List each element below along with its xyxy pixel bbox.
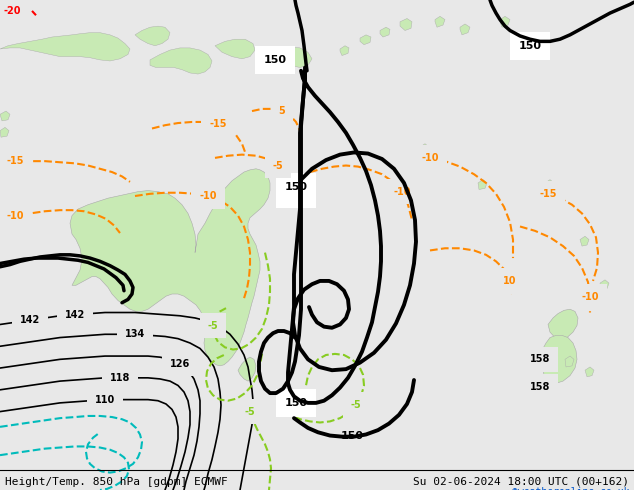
Polygon shape — [565, 356, 574, 367]
Polygon shape — [600, 280, 609, 290]
Polygon shape — [585, 367, 594, 377]
Text: -5: -5 — [245, 407, 256, 416]
Text: 10: 10 — [503, 276, 517, 286]
Text: 134: 134 — [125, 329, 145, 339]
Polygon shape — [545, 180, 554, 190]
Text: -10: -10 — [393, 187, 411, 196]
Text: 150: 150 — [519, 41, 541, 51]
Text: -20: -20 — [3, 6, 21, 16]
Polygon shape — [0, 111, 10, 121]
Text: 158: 158 — [530, 354, 550, 365]
Polygon shape — [460, 24, 470, 35]
Polygon shape — [0, 33, 130, 61]
Text: 150: 150 — [285, 189, 307, 199]
Text: -15: -15 — [209, 119, 227, 129]
Text: 118: 118 — [110, 373, 130, 383]
Polygon shape — [238, 357, 256, 381]
Polygon shape — [435, 16, 445, 27]
Polygon shape — [0, 127, 9, 137]
Text: 142: 142 — [20, 315, 40, 325]
Polygon shape — [420, 144, 429, 153]
Polygon shape — [215, 39, 255, 59]
Text: -10: -10 — [199, 191, 217, 201]
Polygon shape — [150, 48, 212, 74]
Text: 5: 5 — [278, 106, 285, 116]
Polygon shape — [270, 47, 312, 68]
Polygon shape — [135, 26, 170, 46]
Polygon shape — [478, 180, 487, 190]
Text: -5: -5 — [273, 161, 283, 171]
Text: 150: 150 — [264, 55, 287, 65]
Polygon shape — [542, 335, 577, 383]
Text: Su 02-06-2024 18:00 UTC (00+162): Su 02-06-2024 18:00 UTC (00+162) — [413, 477, 629, 487]
Text: 150: 150 — [340, 431, 363, 441]
Text: -15: -15 — [6, 156, 23, 166]
Text: -15: -15 — [540, 189, 557, 199]
Polygon shape — [340, 46, 349, 55]
Text: 110: 110 — [95, 394, 115, 405]
Text: 126: 126 — [170, 359, 190, 368]
Text: -10: -10 — [6, 211, 23, 220]
Text: Height/Temp. 850 hPa [gdpm] ECMWF: Height/Temp. 850 hPa [gdpm] ECMWF — [5, 477, 228, 487]
Text: -5: -5 — [207, 320, 218, 331]
Text: -10: -10 — [581, 292, 598, 302]
Polygon shape — [580, 236, 589, 246]
Text: -5: -5 — [351, 400, 361, 410]
Text: 150: 150 — [285, 398, 307, 408]
Polygon shape — [360, 35, 371, 45]
Polygon shape — [500, 16, 510, 27]
Text: -10: -10 — [421, 153, 439, 163]
Text: 142: 142 — [65, 310, 85, 319]
Text: 158: 158 — [530, 382, 550, 392]
Polygon shape — [70, 169, 270, 366]
Polygon shape — [548, 309, 578, 340]
Polygon shape — [380, 27, 390, 37]
Text: 150: 150 — [285, 182, 307, 192]
Text: ©weatheronline.co.uk: ©weatheronline.co.uk — [512, 487, 629, 490]
Polygon shape — [400, 19, 412, 30]
